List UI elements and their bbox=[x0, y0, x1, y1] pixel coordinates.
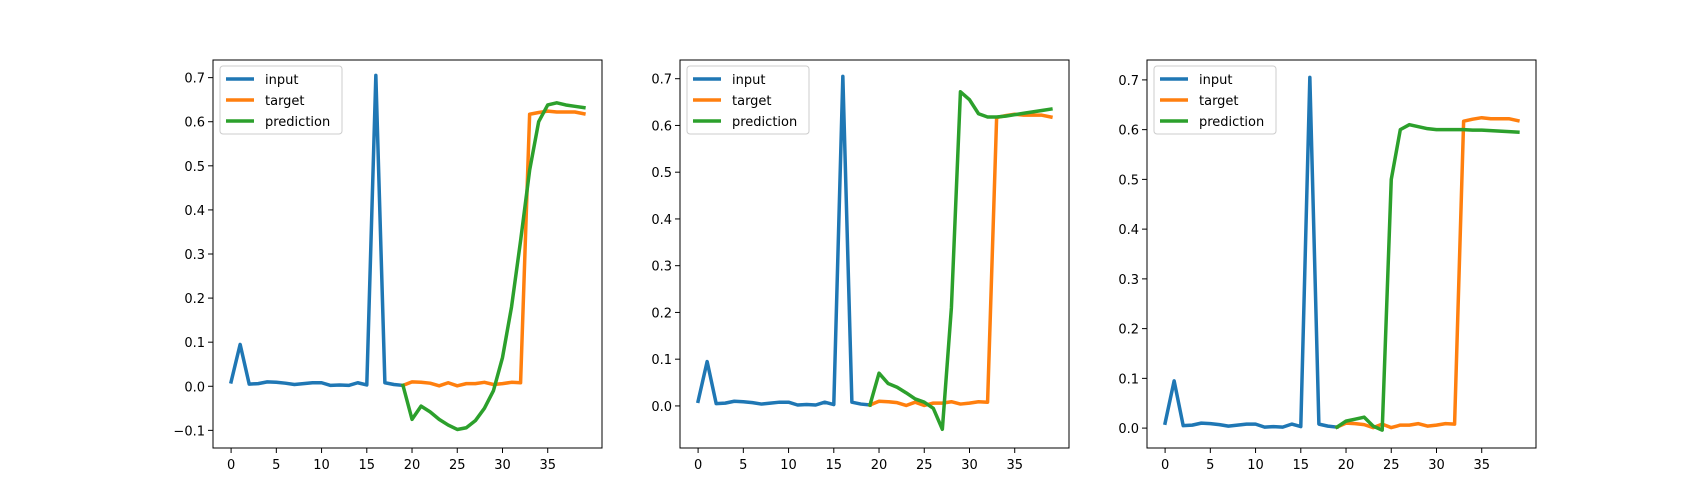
legend-label-target: target bbox=[1199, 94, 1239, 109]
series-line-input bbox=[228, 73, 405, 388]
x-tick-label: 35 bbox=[1473, 458, 1490, 473]
x-tick-label: 5 bbox=[1206, 458, 1214, 473]
y-tick-label: 0.7 bbox=[1118, 74, 1139, 89]
series-line-input bbox=[1163, 75, 1339, 430]
x-tick-label: 15 bbox=[359, 458, 376, 473]
series-line-input bbox=[695, 74, 872, 407]
x-tick-label: 20 bbox=[871, 458, 888, 473]
y-tick-label: 0.1 bbox=[1118, 372, 1139, 387]
series-line-prediction bbox=[867, 90, 1053, 432]
x-tick-label: 0 bbox=[694, 458, 702, 473]
y-tick-label: 0.5 bbox=[1118, 173, 1139, 188]
x-tick-label: 15 bbox=[826, 458, 843, 473]
x-tick-label: 5 bbox=[272, 458, 280, 473]
y-tick-label: 0.2 bbox=[184, 292, 205, 307]
y-tick-label: 0.2 bbox=[651, 306, 672, 321]
legend-label-target: target bbox=[732, 94, 772, 109]
legend-box bbox=[219, 65, 343, 135]
x-tick-label: 0 bbox=[227, 458, 235, 473]
y-tick-label: 0.4 bbox=[184, 204, 205, 219]
y-tick-label: 0.0 bbox=[184, 380, 205, 395]
y-tick-label: −0.1 bbox=[173, 424, 205, 439]
y-tick-label: 0.6 bbox=[1118, 124, 1139, 139]
legend: input target prediction bbox=[686, 65, 810, 135]
y-tick-label: 0.5 bbox=[651, 166, 672, 181]
legend-label-prediction: prediction bbox=[1199, 115, 1264, 130]
chart-panel-2: 0 5 10 15 20 25 30 35 0.0 0.1 0.2 0.3 0.4 0.5 0.6 0.7 in… bbox=[651, 59, 1070, 473]
legend-box bbox=[686, 65, 810, 135]
y-tick-label: 0.1 bbox=[184, 336, 205, 351]
x-tick-label: 25 bbox=[449, 458, 466, 473]
x-tick-label: 15 bbox=[1293, 458, 1310, 473]
x-tick-label: 0 bbox=[1161, 458, 1169, 473]
x-tick-label: 30 bbox=[961, 458, 978, 473]
legend-box bbox=[1153, 65, 1277, 135]
x-tick-label: 30 bbox=[1428, 458, 1445, 473]
x-tick-label: 25 bbox=[916, 458, 933, 473]
y-tick-label: 0.4 bbox=[651, 213, 672, 228]
legend: input target prediction bbox=[219, 65, 343, 135]
legend-label-input: input bbox=[265, 73, 298, 88]
x-tick-label: 35 bbox=[539, 458, 556, 473]
axes-frame bbox=[679, 59, 1070, 449]
y-tick-label: 0.7 bbox=[184, 72, 205, 87]
x-tick-label: 20 bbox=[404, 458, 421, 473]
y-tick-label: 0.5 bbox=[184, 160, 205, 175]
series-line-prediction bbox=[400, 101, 586, 432]
axes-frame bbox=[1146, 59, 1537, 449]
x-tick-label: 10 bbox=[313, 458, 330, 473]
x-tick-label: 30 bbox=[494, 458, 511, 473]
chart-panel-3: 0 5 10 15 20 25 30 35 0.0 0.1 0.2 0.3 0.4 0.5 0.6 0.7 in… bbox=[1118, 59, 1537, 473]
y-tick-label: 0.6 bbox=[184, 116, 205, 131]
legend-label-input: input bbox=[1199, 73, 1232, 88]
y-tick-label: 0.3 bbox=[651, 260, 672, 275]
x-tick-label: 20 bbox=[1338, 458, 1355, 473]
x-tick-label: 10 bbox=[1247, 458, 1264, 473]
y-tick-label: 0.0 bbox=[651, 400, 672, 415]
y-tick-label: 0.7 bbox=[651, 73, 672, 88]
series-line-target bbox=[1334, 115, 1520, 430]
legend: input target prediction bbox=[1153, 65, 1277, 135]
x-tick-label: 35 bbox=[1006, 458, 1023, 473]
y-tick-label: 0.4 bbox=[1118, 223, 1139, 238]
y-tick-label: 0.0 bbox=[1118, 422, 1139, 437]
legend-label-input: input bbox=[732, 73, 765, 88]
y-tick-label: 0.3 bbox=[1118, 273, 1139, 288]
series-line-prediction bbox=[1334, 122, 1520, 432]
x-tick-label: 5 bbox=[739, 458, 747, 473]
legend-label-target: target bbox=[265, 94, 305, 109]
x-tick-label: 25 bbox=[1383, 458, 1400, 473]
chart-panel-1: 0 5 10 15 20 25 30 35 −0.1 0.0 0.1 0.2 0.3 0.4 0.5 0.6 0… bbox=[173, 59, 603, 473]
y-tick-label: 0.1 bbox=[651, 353, 672, 368]
y-tick-label: 0.6 bbox=[651, 119, 672, 134]
y-tick-label: 0.2 bbox=[1118, 323, 1139, 338]
legend-label-prediction: prediction bbox=[732, 115, 797, 130]
y-tick-label: 0.3 bbox=[184, 248, 205, 263]
x-tick-label: 10 bbox=[780, 458, 797, 473]
legend-label-prediction: prediction bbox=[265, 115, 330, 130]
